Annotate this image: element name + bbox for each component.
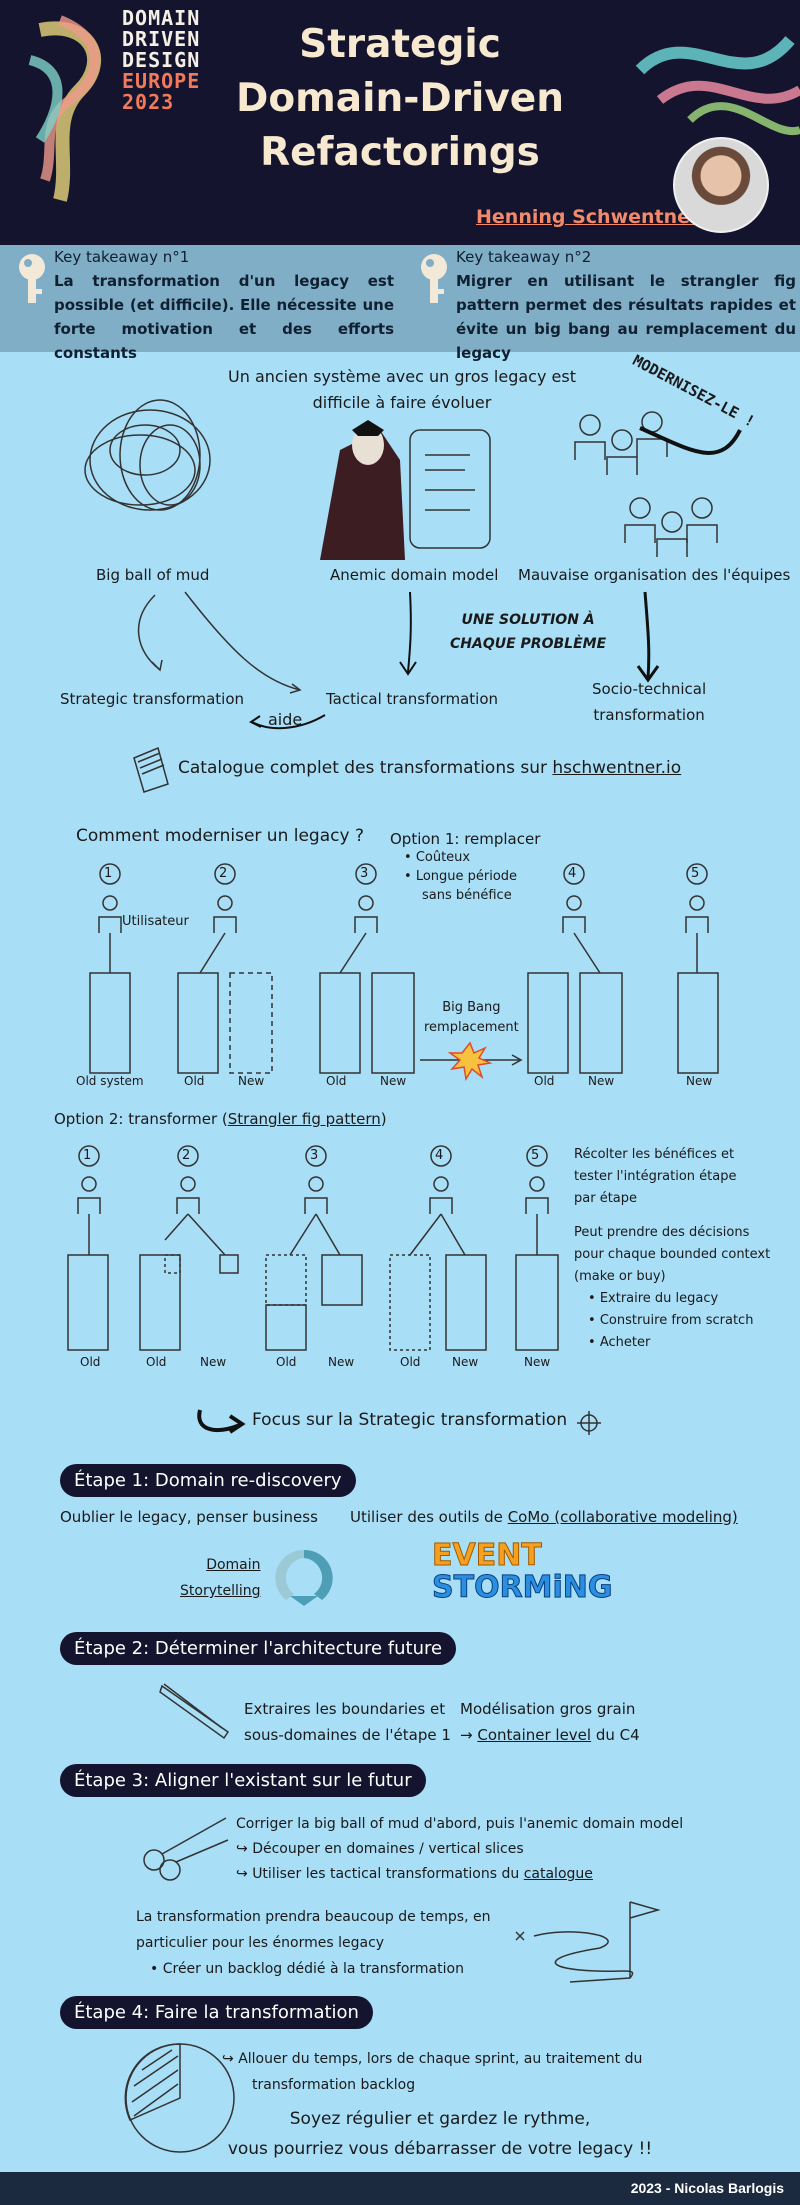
problem-anemic-domain-model: Anemic domain model bbox=[330, 566, 499, 584]
step2-text-b: Modélisation gros grain → Container leve… bbox=[460, 1700, 640, 1744]
option1-label: New bbox=[380, 1074, 407, 1088]
key-icon bbox=[19, 254, 45, 303]
author-link[interactable]: Henning Schwentner bbox=[476, 206, 700, 228]
takeaway-2: Key takeaway n°2 Migrer en utilisant le … bbox=[456, 248, 796, 362]
teams-icon bbox=[574, 411, 718, 557]
problem-big-ball-of-mud: Big ball of mud bbox=[96, 566, 210, 584]
decorative-swirl-right bbox=[635, 35, 800, 136]
option1-number-1: 1 bbox=[104, 866, 113, 881]
step3-paragraph: La transformation prendra beaucoup de te… bbox=[136, 1909, 491, 1977]
option2-label: New bbox=[524, 1355, 551, 1369]
problem-team-organisation: Mauvaise organisation des l'équipes bbox=[518, 566, 791, 584]
intro-text: Un ancien système avec un gros legacy es… bbox=[228, 367, 576, 412]
option1-label: Old bbox=[184, 1074, 205, 1088]
step-number-circles bbox=[99, 863, 708, 885]
step-1-badge: Étape 1: Domain re-discovery bbox=[60, 1464, 356, 1497]
option1-bullets: • Coûteux • Longue période sans bénéfice bbox=[404, 850, 518, 903]
event-storming-logo: EVENT STORMiNG bbox=[432, 1538, 614, 1605]
header: DOMAIN DRIVEN DESIGN EUROPE 2023 Strateg… bbox=[0, 0, 800, 245]
user-icons bbox=[98, 895, 709, 933]
option2-number-2: 2 bbox=[182, 1148, 191, 1163]
aide-label: aide bbox=[268, 710, 303, 729]
option2-number-3: 3 bbox=[310, 1148, 319, 1163]
conference-logo: DOMAIN DRIVEN DESIGN EUROPE 2023 bbox=[122, 6, 201, 114]
option2-diagram bbox=[67, 1145, 559, 1351]
step3-list: Corriger la big ball of mud d'abord, pui… bbox=[236, 1816, 684, 1882]
option1-label: New bbox=[588, 1074, 615, 1088]
socio-technical-transformation: Socio-technical transformation bbox=[592, 680, 707, 724]
option2-label: New bbox=[452, 1355, 479, 1369]
anemic-model-icon bbox=[409, 429, 491, 549]
option2-label: Old bbox=[146, 1355, 167, 1369]
option2-label: New bbox=[328, 1355, 355, 1369]
focus-line: Focus sur la Strategic transformation bbox=[252, 1410, 568, 1430]
winding-path-icon bbox=[515, 1901, 661, 1983]
key-icon bbox=[421, 254, 447, 303]
tweezers-icon bbox=[159, 1683, 230, 1740]
catalogue-book-icon bbox=[133, 746, 169, 793]
option2-label: Old bbox=[276, 1355, 297, 1369]
option2-number-4: 4 bbox=[435, 1148, 444, 1163]
catalogue-link[interactable]: hschwentner.io bbox=[552, 758, 682, 778]
author-avatar bbox=[673, 137, 769, 233]
step4-list: ↪ Allouer du temps, lors de chaque sprin… bbox=[222, 2051, 643, 2093]
solution-tagline: UNE SOLUTION À CHAQUE PROBLÈME bbox=[450, 612, 607, 652]
user-label: Utilisateur bbox=[122, 914, 189, 929]
big-ball-of-mud-icon bbox=[84, 399, 211, 511]
catalogue-link-2[interactable]: catalogue bbox=[523, 1866, 593, 1882]
option1-number-3: 3 bbox=[360, 866, 369, 881]
step-3-badge: Étape 3: Aligner l'existant sur le futur bbox=[60, 1764, 426, 1797]
tactical-transformation: Tactical transformation bbox=[326, 690, 499, 708]
scissors-icon bbox=[143, 1817, 229, 1881]
option1-number-2: 2 bbox=[219, 866, 228, 881]
modernize-question: Comment moderniser un legacy ? bbox=[76, 826, 364, 846]
container-level-link[interactable]: Container level bbox=[477, 1726, 592, 1744]
option2-number-5: 5 bbox=[531, 1148, 540, 1163]
footer: 2023 - Nicolas Barlogis bbox=[0, 2172, 800, 2205]
option2-label: Old bbox=[400, 1355, 421, 1369]
option2-benefits: Récolter les bénéfices et tester l'intégr… bbox=[574, 1147, 771, 1350]
option1-label: Old bbox=[534, 1074, 555, 1088]
big-bang-label: Big Bang remplacement bbox=[424, 1000, 519, 1035]
step2-text-a: Extraires les boundaries et sous-domaines… bbox=[244, 1700, 451, 1744]
takeaways-band: Key takeaway n°1 La transformation d'un … bbox=[0, 245, 800, 362]
option1-label: Old system bbox=[76, 1074, 144, 1088]
footer-credit: 2023 - Nicolas Barlogis bbox=[630, 2180, 784, 2196]
option1-diagram bbox=[89, 863, 719, 1082]
curved-arrow-icon bbox=[197, 1409, 246, 1434]
option1-label: New bbox=[238, 1074, 265, 1088]
option1-label: New bbox=[686, 1074, 713, 1088]
closing-message: Soyez régulier et gardez le rythme, vous … bbox=[227, 2109, 653, 2159]
problems-diagram bbox=[84, 399, 742, 730]
option2-title: Option 2: transformer (Strangler fig pat… bbox=[54, 1110, 387, 1128]
target-icon bbox=[577, 1411, 601, 1435]
option1-label: Old bbox=[326, 1074, 347, 1088]
option2-number-1: 1 bbox=[83, 1148, 92, 1163]
domain-storytelling-label: Domain Storytelling bbox=[180, 1557, 261, 1599]
takeaway-1: Key takeaway n°1 La transformation d'un … bbox=[54, 248, 394, 362]
option2-label: Old bbox=[80, 1355, 101, 1369]
strangler-fig-link[interactable]: Strangler fig pattern bbox=[227, 1110, 381, 1128]
page-title: Strategic Domain-Driven Refactorings bbox=[235, 22, 565, 175]
step-2-badge: Étape 2: Déterminer l'architecture futur… bbox=[60, 1632, 457, 1665]
option1-title: Option 1: remplacer bbox=[390, 830, 541, 848]
vampire-icon bbox=[320, 420, 405, 560]
catalogue-line: Catalogue complet des transformations su… bbox=[178, 758, 682, 778]
step-4-badge: Étape 4: Faire la transformation bbox=[60, 1996, 373, 2029]
step1-left-text: Oublier le legacy, penser business bbox=[60, 1508, 318, 1526]
option1-number-4: 4 bbox=[568, 866, 577, 881]
como-link[interactable]: CoMo (collaborative modeling) bbox=[507, 1508, 738, 1526]
strategic-transformation: Strategic transformation bbox=[60, 690, 245, 708]
pie-clock-icon bbox=[124, 2043, 235, 2153]
decorative-swirl-left bbox=[28, 15, 102, 202]
step1-right-text: Utiliser des outils de CoMo (collaborati… bbox=[350, 1508, 738, 1526]
option2-label: New bbox=[200, 1355, 227, 1369]
option1-number-5: 5 bbox=[691, 866, 700, 881]
domain-storytelling-logo bbox=[275, 1549, 333, 1606]
